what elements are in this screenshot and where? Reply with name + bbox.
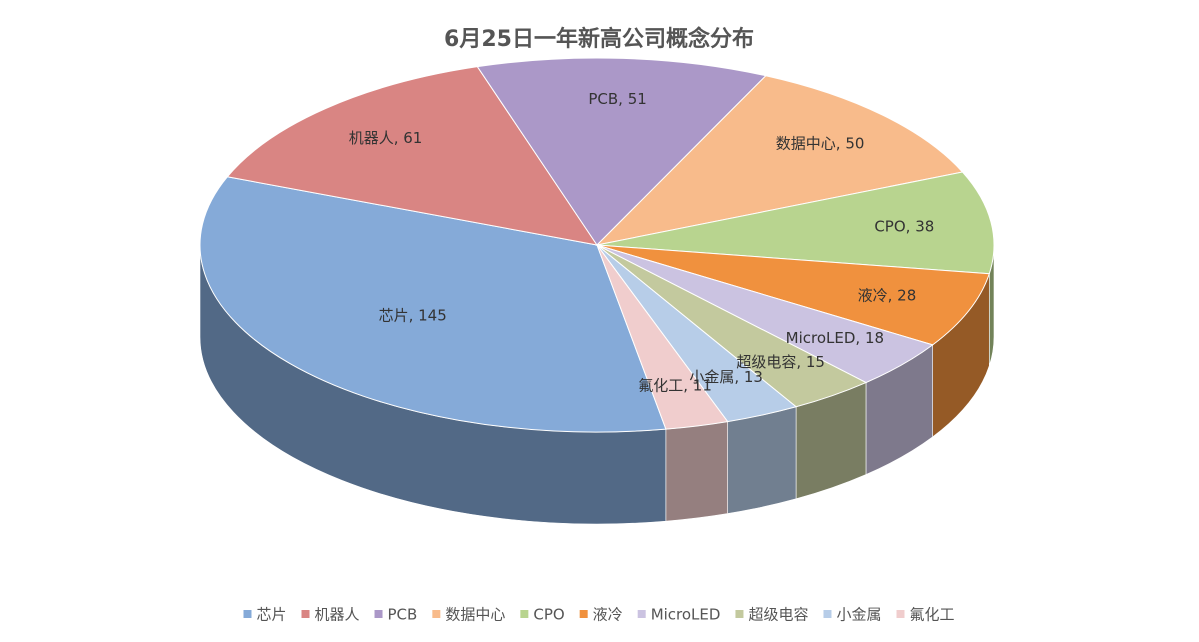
- legend-label: 机器人: [315, 606, 360, 624]
- data-label: 超级电容, 15: [736, 353, 825, 371]
- legend-marker: [243, 610, 252, 618]
- legend-marker: [374, 610, 383, 618]
- legend-label: PCB: [388, 606, 418, 624]
- legend-label: CPO: [533, 606, 564, 624]
- legend-marker: [520, 610, 529, 618]
- data-label: 小金属, 13: [689, 368, 763, 386]
- data-label: 芯片, 145: [379, 307, 447, 325]
- data-label: PCB, 51: [588, 90, 646, 108]
- slice: [596, 244, 990, 346]
- legend-marker: [823, 610, 832, 618]
- slice: [596, 244, 729, 430]
- slice: [595, 75, 964, 246]
- slice-side: [727, 406, 797, 514]
- data-label: CPO, 38: [874, 218, 934, 236]
- legend-marker: [735, 610, 744, 618]
- legend-label: 小金属: [836, 606, 881, 624]
- data-label: 机器人, 61: [349, 129, 423, 147]
- legend-marker: [637, 610, 646, 618]
- data-label: 氟化工, 11: [638, 377, 712, 395]
- legend-label: 数据中心: [445, 606, 505, 624]
- slice: [226, 66, 599, 246]
- legend-marker: [432, 610, 441, 618]
- slice: [596, 171, 995, 275]
- slice: [476, 57, 767, 246]
- data-label: 液冷, 28: [858, 287, 917, 305]
- legend-label: MicroLED: [651, 606, 721, 624]
- data-label: MicroLED, 18: [786, 329, 884, 347]
- chart-title: 6月25日一年新高公司概念分布: [444, 26, 754, 52]
- data-label: 数据中心, 50: [776, 134, 865, 152]
- legend-label: 液冷: [593, 606, 623, 624]
- legend-label: 氟化工: [909, 606, 954, 624]
- legend-label: 芯片: [256, 606, 286, 624]
- legend-marker: [301, 610, 310, 618]
- legend-marker: [579, 610, 588, 618]
- slice: [199, 176, 667, 433]
- legend-label: 超级电容: [748, 606, 808, 624]
- legend-marker: [896, 610, 905, 618]
- slice-side: [665, 421, 728, 522]
